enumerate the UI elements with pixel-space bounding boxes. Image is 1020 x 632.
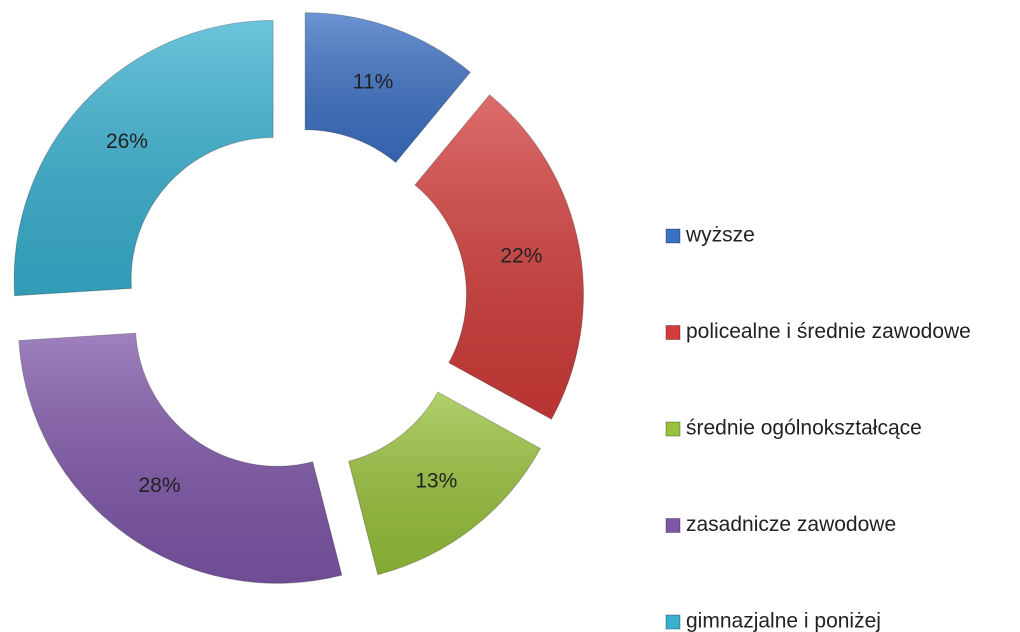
legend-label: gimnazjalne i poniżej <box>686 610 881 632</box>
legend-swatch <box>665 614 681 630</box>
segment-shade <box>348 392 541 575</box>
data-label: 11% <box>353 71 393 94</box>
legend-label: policealne i średnie zawodowe <box>686 320 971 343</box>
data-label: 26% <box>106 130 148 153</box>
legend-swatch <box>665 228 681 244</box>
data-label: 22% <box>500 244 542 267</box>
legend-label: średnie ogólnokształcące <box>686 417 922 440</box>
legend-swatch <box>665 518 681 533</box>
segment-shade <box>18 333 342 584</box>
data-label: 28% <box>138 474 180 497</box>
legend-label: wyższe <box>685 224 755 247</box>
legend-swatch <box>665 421 681 437</box>
legend-swatch <box>665 325 681 340</box>
segment-shade <box>305 12 471 163</box>
legend-label: zasadnicze zawodowe <box>686 513 896 536</box>
data-label: 13% <box>415 470 457 493</box>
segment-shade <box>14 20 274 296</box>
segment-shade <box>414 94 584 420</box>
